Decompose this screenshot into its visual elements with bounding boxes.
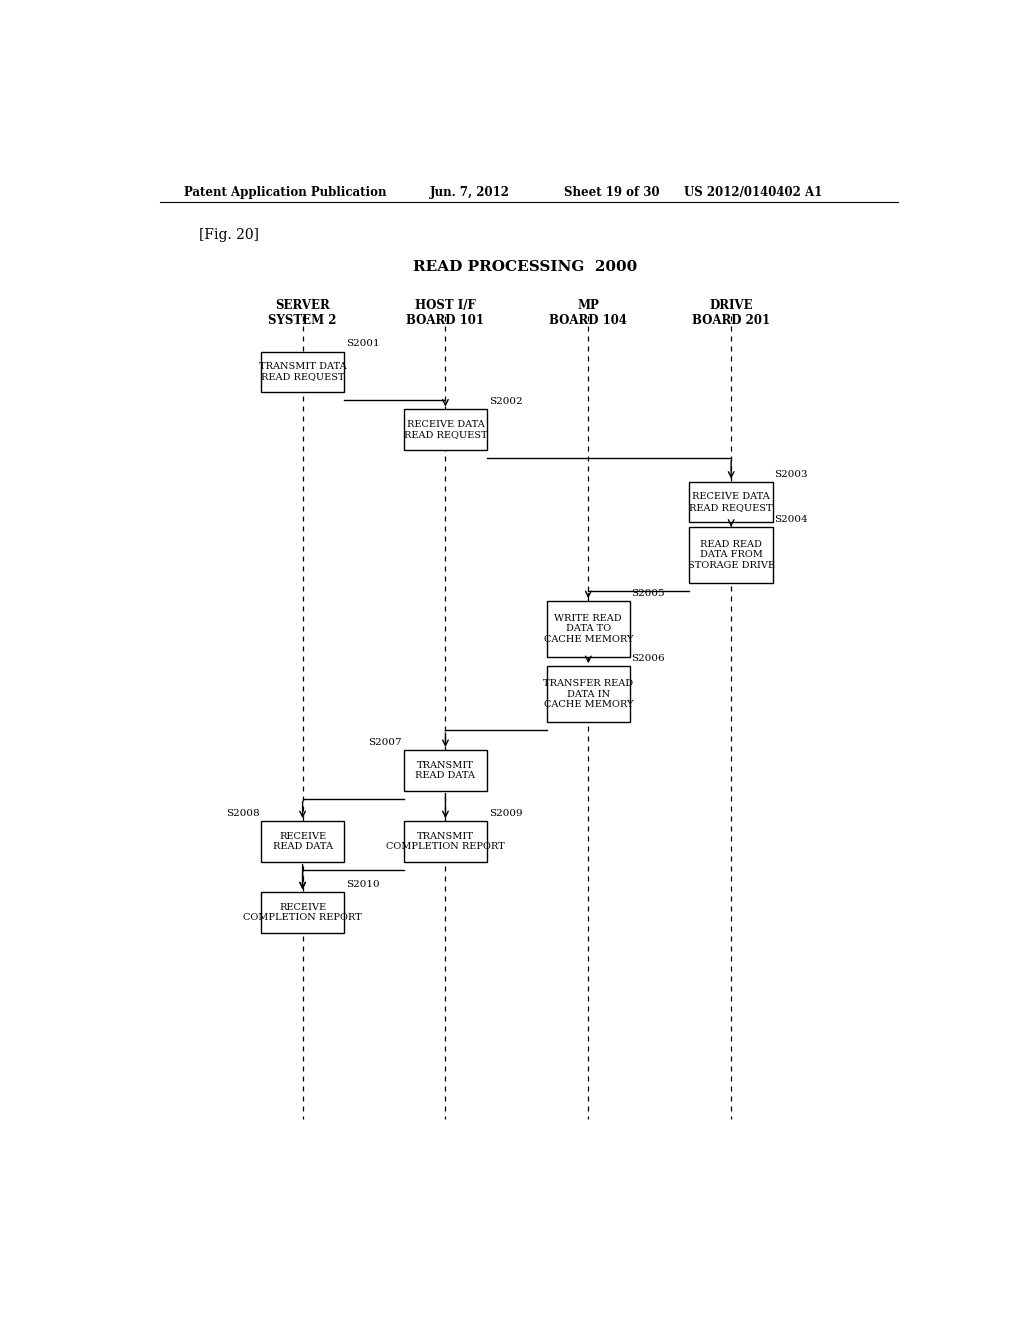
Text: US 2012/0140402 A1: US 2012/0140402 A1 (684, 186, 822, 199)
Text: S2006: S2006 (632, 653, 666, 663)
Text: RECEIVE DATA
READ REQUEST: RECEIVE DATA READ REQUEST (689, 492, 773, 512)
Text: S2008: S2008 (225, 809, 259, 818)
Text: TRANSMIT DATA
READ REQUEST: TRANSMIT DATA READ REQUEST (259, 362, 346, 381)
Text: DRIVE
BOARD 201: DRIVE BOARD 201 (692, 298, 770, 326)
Text: [Fig. 20]: [Fig. 20] (200, 227, 259, 242)
Text: MP
BOARD 104: MP BOARD 104 (549, 298, 628, 326)
Text: S2005: S2005 (632, 589, 666, 598)
Text: S2003: S2003 (774, 470, 808, 479)
Text: TRANSFER READ
DATA IN
CACHE MEMORY: TRANSFER READ DATA IN CACHE MEMORY (543, 680, 634, 709)
Text: RECEIVE DATA
READ REQUEST: RECEIVE DATA READ REQUEST (403, 420, 487, 440)
Text: S2002: S2002 (488, 397, 522, 407)
Bar (547, 667, 630, 722)
Text: SERVER
SYSTEM 2: SERVER SYSTEM 2 (268, 298, 337, 326)
Text: Jun. 7, 2012: Jun. 7, 2012 (430, 186, 510, 199)
Text: RECEIVE
READ DATA: RECEIVE READ DATA (272, 832, 333, 851)
Text: READ PROCESSING  2000: READ PROCESSING 2000 (413, 260, 637, 275)
Bar (689, 482, 773, 523)
Text: RECEIVE
COMPLETION REPORT: RECEIVE COMPLETION REPORT (244, 903, 361, 923)
Text: WRITE READ
DATA TO
CACHE MEMORY: WRITE READ DATA TO CACHE MEMORY (544, 614, 633, 644)
Text: READ READ
DATA FROM
STORAGE DRIVE: READ READ DATA FROM STORAGE DRIVE (688, 540, 774, 570)
Bar (261, 821, 344, 862)
Text: HOST I/F
BOARD 101: HOST I/F BOARD 101 (407, 298, 484, 326)
Text: Patent Application Publication: Patent Application Publication (183, 186, 386, 199)
Text: S2010: S2010 (346, 880, 380, 890)
Text: S2007: S2007 (369, 738, 402, 747)
Bar (403, 409, 487, 450)
Bar (547, 601, 630, 657)
Text: S2004: S2004 (774, 515, 808, 524)
Text: TRANSMIT
COMPLETION REPORT: TRANSMIT COMPLETION REPORT (386, 832, 505, 851)
Text: Sheet 19 of 30: Sheet 19 of 30 (564, 186, 660, 199)
Text: S2001: S2001 (346, 339, 380, 348)
Bar (261, 351, 344, 392)
Bar (689, 527, 773, 582)
Bar (261, 892, 344, 933)
Text: TRANSMIT
READ DATA: TRANSMIT READ DATA (416, 760, 475, 780)
Bar (403, 750, 487, 791)
Text: S2009: S2009 (488, 809, 522, 818)
Bar (403, 821, 487, 862)
